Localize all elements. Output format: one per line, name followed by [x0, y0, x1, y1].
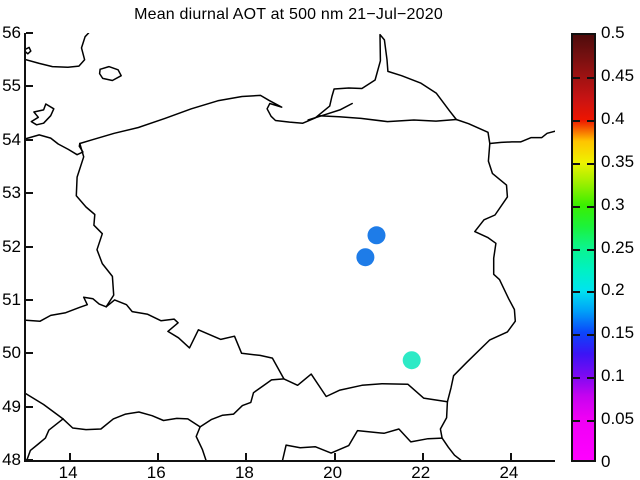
- y-tick: [26, 32, 33, 34]
- x-tick-label: 24: [499, 463, 519, 480]
- map-outline-lt-by-border: [489, 130, 555, 145]
- x-tick-label: 18: [234, 463, 254, 480]
- colorbar-tick: [573, 76, 580, 79]
- colorbar-tick: [587, 420, 594, 423]
- colorbar-tick: [573, 420, 580, 423]
- colorbar-tick: [587, 119, 594, 122]
- plot-area: [24, 32, 555, 462]
- colorbar-tick: [573, 162, 580, 165]
- y-tick: [26, 192, 33, 195]
- map-outline-cz-at-border: [62, 411, 201, 431]
- colorbar-tick: [587, 205, 594, 208]
- x-tick: [333, 453, 336, 460]
- colorbar-tick: [573, 377, 580, 380]
- x-tick: [69, 453, 72, 460]
- x-tick: [421, 453, 424, 460]
- x-tick: [157, 453, 160, 460]
- y-tick-label: 52: [2, 236, 21, 256]
- map-outline-bornholm: [98, 65, 122, 82]
- colorbar-tick-label: 0.5: [601, 23, 625, 42]
- colorbar-tick: [587, 377, 594, 380]
- y-tick-label: 49: [2, 396, 21, 416]
- y-tick-label: 54: [2, 129, 21, 149]
- y-tick-label: 48: [2, 450, 21, 469]
- y-tick: [26, 405, 33, 408]
- poland-map-svg: [26, 33, 555, 460]
- colorbar-tick: [587, 76, 594, 79]
- map-outline-sk-ua-border: [439, 401, 462, 460]
- colorbar-tick-label: 0.05: [601, 409, 635, 429]
- colorbar-tick-label: 0.15: [601, 323, 635, 343]
- x-tick-label: 20: [323, 463, 343, 480]
- map-outline-sk-hu-border: [281, 428, 443, 460]
- colorbar: [571, 33, 596, 462]
- map-outline-pl-east-border: [446, 118, 517, 403]
- y-tick-label: 53: [2, 183, 21, 203]
- map-outline-de-cz-border: [26, 296, 107, 322]
- colorbar-tick-label: 0.25: [601, 237, 635, 257]
- x-tick-label: 16: [146, 463, 166, 480]
- map-outline-coastline: [26, 33, 458, 156]
- colorbar-tick-label: 0.2: [601, 280, 625, 300]
- map-outline-de-cz-south: [26, 393, 64, 420]
- y-tick: [26, 245, 33, 248]
- colorbar-tick: [587, 248, 594, 251]
- map-outline-de-at-border: [26, 418, 64, 460]
- colorbar-tick-label: 0.3: [601, 194, 625, 214]
- x-tick-label: 14: [58, 463, 78, 480]
- map-outline-vistula-lagoon: [307, 102, 353, 121]
- chart-title: Mean diurnal AOT at 500 nm 21−Jul−2020: [134, 6, 443, 23]
- x-tick: [509, 453, 512, 460]
- colorbar-tick-label: 0.1: [601, 366, 625, 386]
- y-tick: [26, 85, 33, 88]
- colorbar-tick: [573, 334, 580, 337]
- x-tick-label: 22: [411, 463, 431, 480]
- y-tick: [26, 138, 33, 141]
- map-outline-pl-ru-border: [317, 114, 458, 123]
- aot-data-point-3: [402, 351, 421, 370]
- colorbar-tick: [573, 291, 580, 294]
- map-outline-ruegen: [30, 103, 55, 126]
- colorbar-tick-label: 0.35: [601, 151, 635, 171]
- map-outline-at-sk-border: [195, 426, 207, 460]
- map-outline-pl-south-border: [105, 299, 449, 403]
- y-tick-label: 55: [2, 76, 21, 96]
- colorbar-tick: [573, 119, 580, 122]
- colorbar-tick: [573, 205, 580, 208]
- y-tick: [26, 298, 33, 301]
- aot-data-point-1: [367, 226, 386, 245]
- colorbar-tick-label: 0: [601, 452, 611, 471]
- map-outline-cz-sk-border: [199, 378, 285, 428]
- map-outline-sweden-islet: [26, 46, 32, 55]
- y-tick-label: 56: [2, 23, 21, 42]
- colorbar-tick: [587, 162, 594, 165]
- colorbar-tick-label: 0.4: [601, 108, 625, 128]
- x-tick: [245, 453, 248, 460]
- map-outline-sweden-coast: [26, 33, 90, 68]
- map-outline-pl-de-border: [75, 142, 115, 308]
- colorbar-tick: [587, 291, 594, 294]
- y-tick-label: 51: [2, 289, 21, 309]
- y-tick-label: 50: [2, 343, 21, 363]
- colorbar-tick-label: 0.45: [601, 65, 635, 85]
- colorbar-tick: [573, 248, 580, 251]
- colorbar-tick: [587, 334, 594, 337]
- y-tick: [26, 459, 33, 461]
- y-tick: [26, 352, 33, 355]
- aot-data-point-2: [356, 248, 375, 267]
